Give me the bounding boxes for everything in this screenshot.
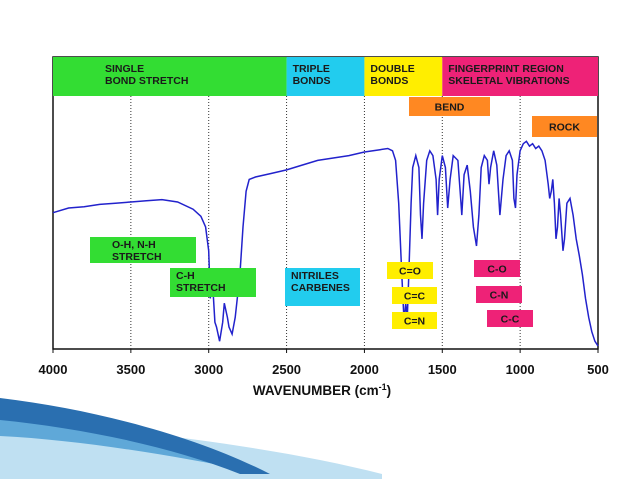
annotation-text-co-single-0: C-O [487, 264, 506, 276]
swoosh-dark [0, 398, 270, 474]
annotation-box-nitriles [285, 268, 360, 306]
region-label-2-1: BONDS [370, 75, 408, 87]
annotation-cc-double: C=C [392, 287, 437, 304]
annotation-box-bend [409, 97, 490, 116]
region-label-0-0: SINGLE [105, 63, 144, 75]
annotation-co-double: C=O [387, 262, 433, 279]
annotation-box-cc-double [392, 287, 437, 304]
region-band-1 [286, 57, 365, 96]
region-band-0 [53, 57, 287, 96]
annotation-box-oh-nh [90, 237, 196, 263]
annotation-text-bend-0: BEND [435, 102, 465, 114]
annotation-text-nitriles-0: NITRILES [291, 270, 339, 282]
annotation-text-ch-0: C-H [176, 270, 195, 282]
tick-label-1500: 1500 [428, 362, 457, 377]
region-band-3 [442, 57, 598, 96]
tick-label-4000: 4000 [39, 362, 68, 377]
annotation-box-ch [170, 268, 256, 297]
annotation-text-co-double-0: C=O [399, 266, 421, 278]
annotation-box-cn-single [476, 286, 522, 303]
annotation-text-nitriles-1: CARBENES [291, 282, 350, 294]
annotation-box-co-double [387, 262, 433, 279]
annotation-bend: BEND [409, 97, 490, 116]
tick-label-3000: 3000 [194, 362, 223, 377]
annotation-cn-single: C-N [476, 286, 522, 303]
x-axis-title-main: WAVENUMBER (cm [253, 383, 379, 398]
annotation-text-cn-double-0: C=N [404, 316, 425, 328]
region-label-2-0: DOUBLE [370, 63, 414, 75]
annotation-text-rock-0: ROCK [549, 122, 580, 134]
region-label-3-0: FINGERPRINT REGION [448, 63, 564, 75]
annotation-box-cn-double [392, 312, 437, 329]
x-axis-title-suffix: ) [387, 383, 392, 398]
tick-label-3500: 3500 [116, 362, 145, 377]
annotation-text-cc-double-0: C=C [404, 291, 426, 303]
x-axis-title-sup: -1 [379, 382, 387, 392]
annotation-text-oh-nh-1: STRETCH [112, 251, 162, 263]
tick-label-1000: 1000 [506, 362, 535, 377]
tick-label-500: 500 [587, 362, 609, 377]
region-label-1-0: TRIPLE [293, 63, 330, 75]
tick-label-2000: 2000 [350, 362, 379, 377]
region-label-0-1: BOND STRETCH [105, 75, 188, 87]
annotation-co-single: C-O [474, 260, 520, 277]
region-label-1-1: BONDS [293, 75, 331, 87]
annotation-cn-double: C=N [392, 312, 437, 329]
tick-label-2500: 2500 [272, 362, 301, 377]
annotation-labels: O-H, N-HSTRETCHC-HSTRETCHNITRILESCARBENE… [90, 97, 597, 329]
region-band-2 [364, 57, 443, 96]
annotation-text-oh-nh-0: O-H, N-H [112, 239, 156, 251]
annotation-box-co-single [474, 260, 520, 277]
vertical-gridlines [130, 96, 521, 349]
annotation-rock: ROCK [532, 116, 597, 137]
x-axis-title: WAVENUMBER (cm-1) [253, 382, 391, 398]
annotation-box-cc-single [487, 310, 533, 327]
annotation-cc-single: C-C [487, 310, 533, 327]
annotation-text-ch-1: STRETCH [176, 282, 226, 294]
region-label-3-1: SKELETAL VIBRATIONS [448, 75, 569, 87]
spectrum-line [52, 140, 599, 347]
annotation-text-cn-single-0: C-N [490, 290, 509, 302]
decorative-swoosh [0, 398, 382, 479]
x-axis-ticks: 4000 3500 3000 2500 2000 1500 1000 500 [39, 349, 609, 377]
annotation-text-cc-single-0: C-C [501, 314, 520, 326]
annotation-box-rock [532, 116, 597, 137]
